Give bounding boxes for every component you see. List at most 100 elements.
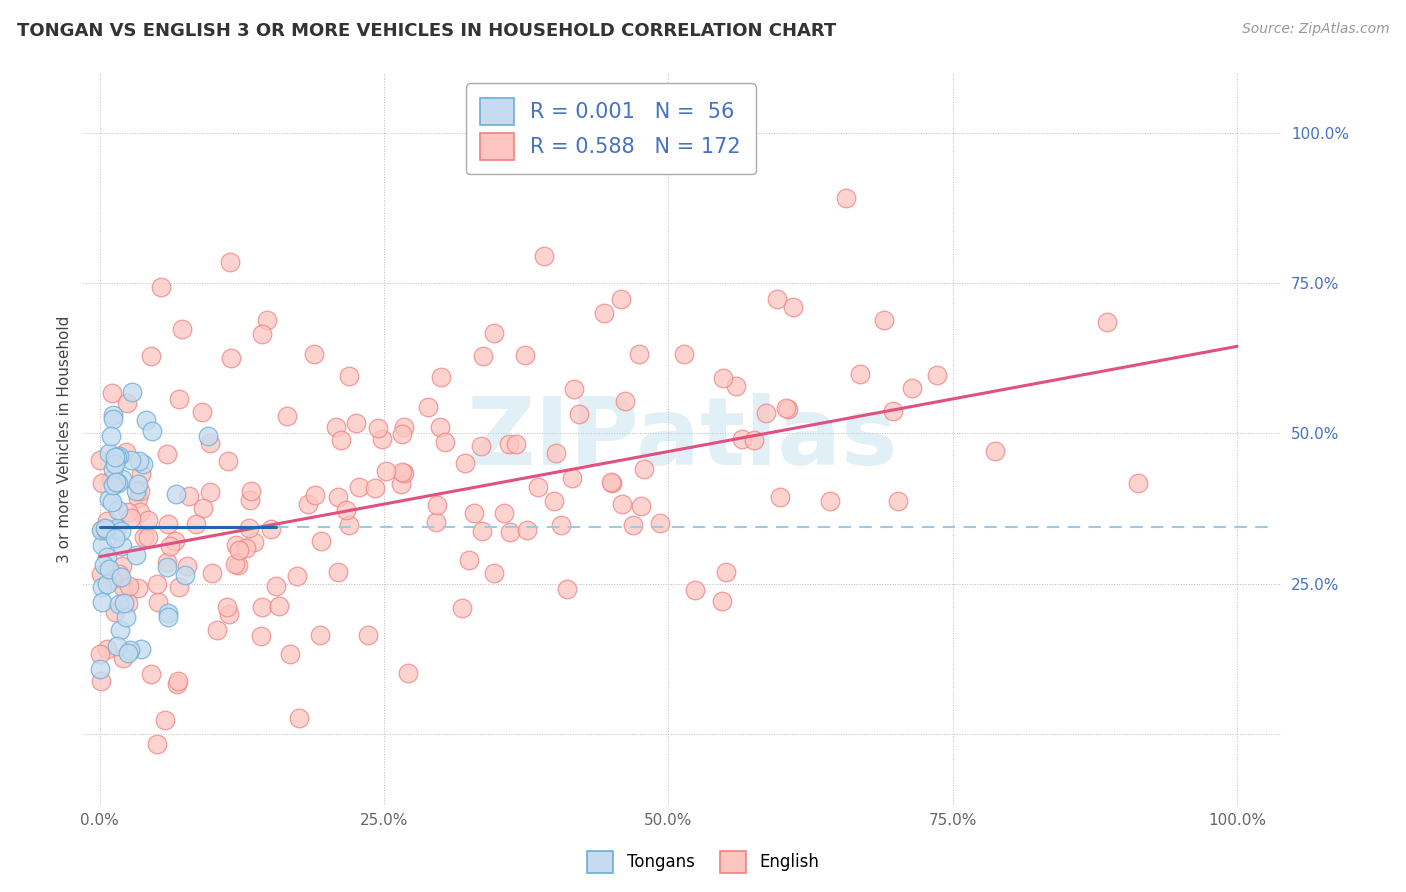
Point xyxy=(100,386,122,401)
Point xyxy=(561,471,583,485)
Point xyxy=(101,572,124,586)
Point xyxy=(101,461,124,475)
Point xyxy=(325,419,347,434)
Point xyxy=(391,466,413,480)
Point xyxy=(711,370,734,384)
Point xyxy=(107,475,129,490)
Point xyxy=(110,524,132,538)
Point xyxy=(235,541,257,555)
Point xyxy=(280,647,302,661)
Point xyxy=(425,516,447,530)
Point xyxy=(463,506,485,520)
Point xyxy=(89,662,111,676)
Point xyxy=(104,531,127,545)
Point xyxy=(269,599,291,614)
Point xyxy=(184,516,207,531)
Point xyxy=(108,623,131,637)
Point xyxy=(344,416,367,430)
Point xyxy=(115,609,138,624)
Point xyxy=(218,607,240,621)
Point xyxy=(90,673,112,688)
Point xyxy=(110,569,132,583)
Point xyxy=(714,565,737,579)
Point xyxy=(555,582,578,596)
Point xyxy=(304,488,326,502)
Point xyxy=(90,538,112,552)
Point xyxy=(392,420,415,434)
Point xyxy=(117,596,139,610)
Point xyxy=(111,472,134,486)
Point xyxy=(207,624,229,638)
Point xyxy=(1095,315,1118,329)
Point xyxy=(159,540,181,554)
Point xyxy=(155,713,177,727)
Point xyxy=(108,566,131,581)
Point xyxy=(873,313,896,327)
Point xyxy=(778,402,800,417)
Point xyxy=(94,521,117,535)
Point xyxy=(725,379,748,393)
Point xyxy=(105,450,128,464)
Point xyxy=(238,521,260,535)
Point xyxy=(135,413,157,427)
Point xyxy=(633,462,655,476)
Point xyxy=(145,737,167,751)
Point xyxy=(101,478,124,492)
Point xyxy=(98,446,121,460)
Legend: R = 0.001   N =  56, R = 0.588   N = 172: R = 0.001 N = 56, R = 0.588 N = 172 xyxy=(465,83,755,175)
Point xyxy=(108,597,131,611)
Point xyxy=(131,642,153,657)
Point xyxy=(550,517,572,532)
Point xyxy=(111,539,134,553)
Point xyxy=(100,428,122,442)
Point xyxy=(347,480,370,494)
Point xyxy=(157,516,180,531)
Point xyxy=(215,599,238,614)
Point xyxy=(470,439,492,453)
Point xyxy=(482,326,505,341)
Point xyxy=(156,610,179,624)
Point xyxy=(193,501,215,516)
Point xyxy=(129,467,152,481)
Point xyxy=(165,487,187,501)
Point xyxy=(170,322,193,336)
Point xyxy=(367,420,389,434)
Point xyxy=(101,412,124,426)
Point xyxy=(766,292,789,306)
Point xyxy=(672,347,695,361)
Point xyxy=(609,292,631,306)
Point xyxy=(328,490,350,504)
Point xyxy=(104,457,127,471)
Point xyxy=(434,434,457,449)
Point xyxy=(755,406,778,420)
Point xyxy=(89,647,111,661)
Point xyxy=(112,580,135,594)
Point xyxy=(91,475,114,490)
Point xyxy=(156,560,179,574)
Point xyxy=(108,450,131,464)
Point xyxy=(742,433,765,447)
Point xyxy=(112,596,135,610)
Point xyxy=(217,454,239,468)
Y-axis label: 3 or more Vehicles in Household: 3 or more Vehicles in Household xyxy=(58,316,72,563)
Point xyxy=(288,711,311,725)
Point xyxy=(145,577,167,591)
Point xyxy=(104,606,127,620)
Point xyxy=(484,566,506,581)
Point xyxy=(117,646,139,660)
Point xyxy=(453,456,475,470)
Point xyxy=(593,306,616,320)
Point xyxy=(132,530,155,544)
Point xyxy=(198,436,221,450)
Point xyxy=(309,534,332,549)
Point xyxy=(335,503,357,517)
Point xyxy=(127,477,149,491)
Point xyxy=(363,481,385,495)
Point xyxy=(304,347,326,361)
Point xyxy=(104,450,127,465)
Point xyxy=(115,396,138,410)
Point xyxy=(533,249,555,263)
Point xyxy=(96,514,118,528)
Point xyxy=(326,566,349,580)
Point xyxy=(256,312,278,326)
